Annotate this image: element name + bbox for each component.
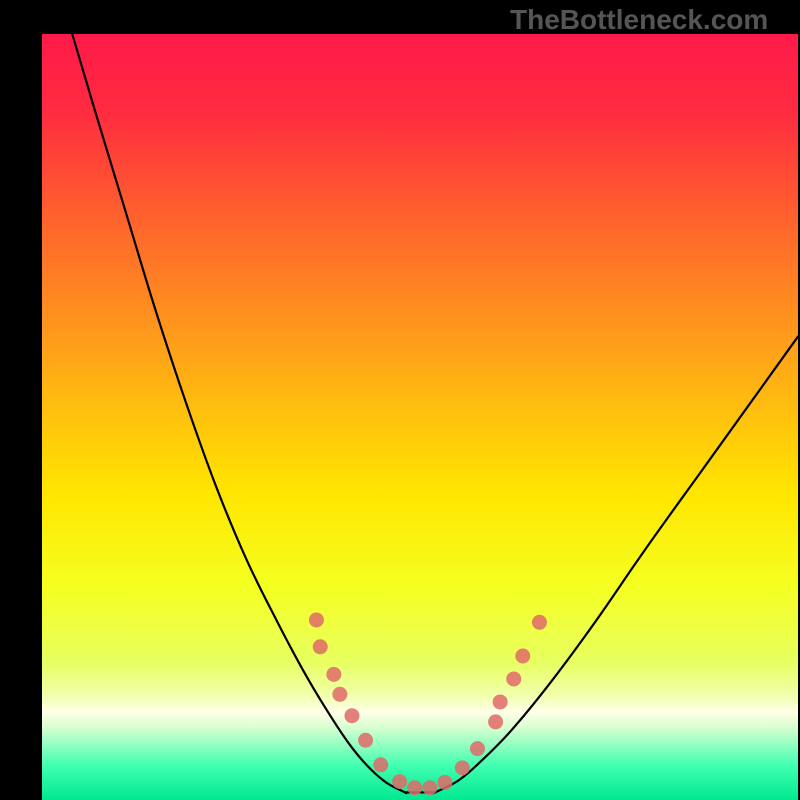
data-marker bbox=[358, 733, 373, 748]
data-marker bbox=[392, 774, 407, 789]
data-marker bbox=[455, 760, 470, 775]
data-marker bbox=[493, 694, 508, 709]
data-marker bbox=[332, 687, 347, 702]
chart-background bbox=[42, 34, 798, 800]
data-marker bbox=[373, 757, 388, 772]
data-marker bbox=[532, 615, 547, 630]
data-marker bbox=[422, 780, 437, 795]
watermark-text: TheBottleneck.com bbox=[510, 4, 768, 36]
data-marker bbox=[506, 671, 521, 686]
data-marker bbox=[313, 639, 328, 654]
data-marker bbox=[470, 741, 485, 756]
data-marker bbox=[488, 714, 503, 729]
data-marker bbox=[407, 780, 422, 795]
data-marker bbox=[326, 667, 341, 682]
data-marker bbox=[515, 648, 530, 663]
data-marker bbox=[437, 775, 452, 790]
bottleneck-chart bbox=[42, 34, 798, 800]
data-marker bbox=[344, 708, 359, 723]
data-marker bbox=[309, 612, 324, 627]
